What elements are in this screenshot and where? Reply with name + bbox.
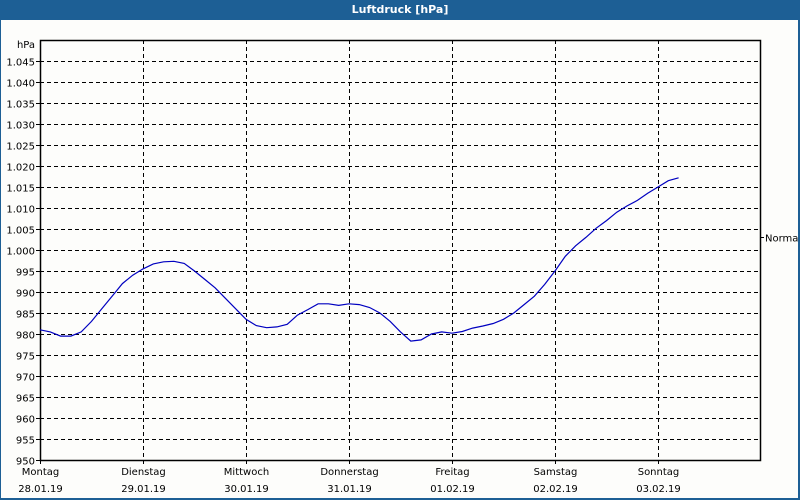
pressure-line <box>39 177 679 342</box>
x-tick-date-label: 01.02.19 <box>430 484 475 495</box>
plot-frame <box>39 39 762 462</box>
y-tick-label: 975 <box>16 352 35 363</box>
x-tick-day-label: Dienstag <box>121 467 166 478</box>
y-tick-label: 1.010 <box>6 205 35 216</box>
y-tick-label: 1.015 <box>6 184 35 195</box>
reference-line-label: Normal <box>765 234 798 245</box>
y-tick-label: 1.000 <box>6 247 35 258</box>
pressure-chart: 950 955 960 965 970 975 980 985 990 995 1.000 1.005… <box>6 39 798 495</box>
y-tick-label: 1.030 <box>6 121 35 132</box>
y-tick-label: 965 <box>16 394 35 405</box>
x-tick-date-label: 03.02.19 <box>636 484 681 495</box>
y-tick-label: 1.025 <box>6 142 35 153</box>
y-tick-label: 1.035 <box>6 100 35 111</box>
y-tick-label: 1.045 <box>6 58 35 69</box>
x-tick-date-label: 29.01.19 <box>121 484 166 495</box>
y-tick-label: 950 <box>16 457 35 468</box>
x-tick-day-label: Mittwoch <box>224 467 269 478</box>
y-tick-label: 1.005 <box>6 226 35 237</box>
x-tick-day-label: Freitag <box>435 467 469 478</box>
x-tick-day-label: Sonntag <box>638 467 680 478</box>
x-tick-date-label: 30.01.19 <box>224 484 269 495</box>
window-title: Luftdruck [hPa] <box>0 0 800 20</box>
y-tick-label: 980 <box>16 331 35 342</box>
y-tick-label: 985 <box>16 310 35 321</box>
chart-area: 950 955 960 965 970 975 980 985 990 995 1.000 1.005… <box>1 20 798 498</box>
x-tick-date-label: 02.02.19 <box>533 484 578 495</box>
x-tick-date-label: 31.01.19 <box>327 484 372 495</box>
y-axis-unit-label: hPa <box>17 40 35 51</box>
x-tick-day-label: Donnerstag <box>320 467 378 478</box>
y-tick-label: 995 <box>16 268 35 279</box>
x-tick-day-label: Montag <box>22 467 59 478</box>
y-tick-label: 1.040 <box>6 79 35 90</box>
y-tick-label: 955 <box>16 436 35 447</box>
x-tick-day-label: Samstag <box>534 467 578 478</box>
x-tick-date-label: 28.01.19 <box>18 484 63 495</box>
y-tick-label: 1.020 <box>6 163 35 174</box>
y-tick-label: 970 <box>16 373 35 384</box>
y-tick-label: 990 <box>16 289 35 300</box>
y-tick-label: 960 <box>16 415 35 426</box>
